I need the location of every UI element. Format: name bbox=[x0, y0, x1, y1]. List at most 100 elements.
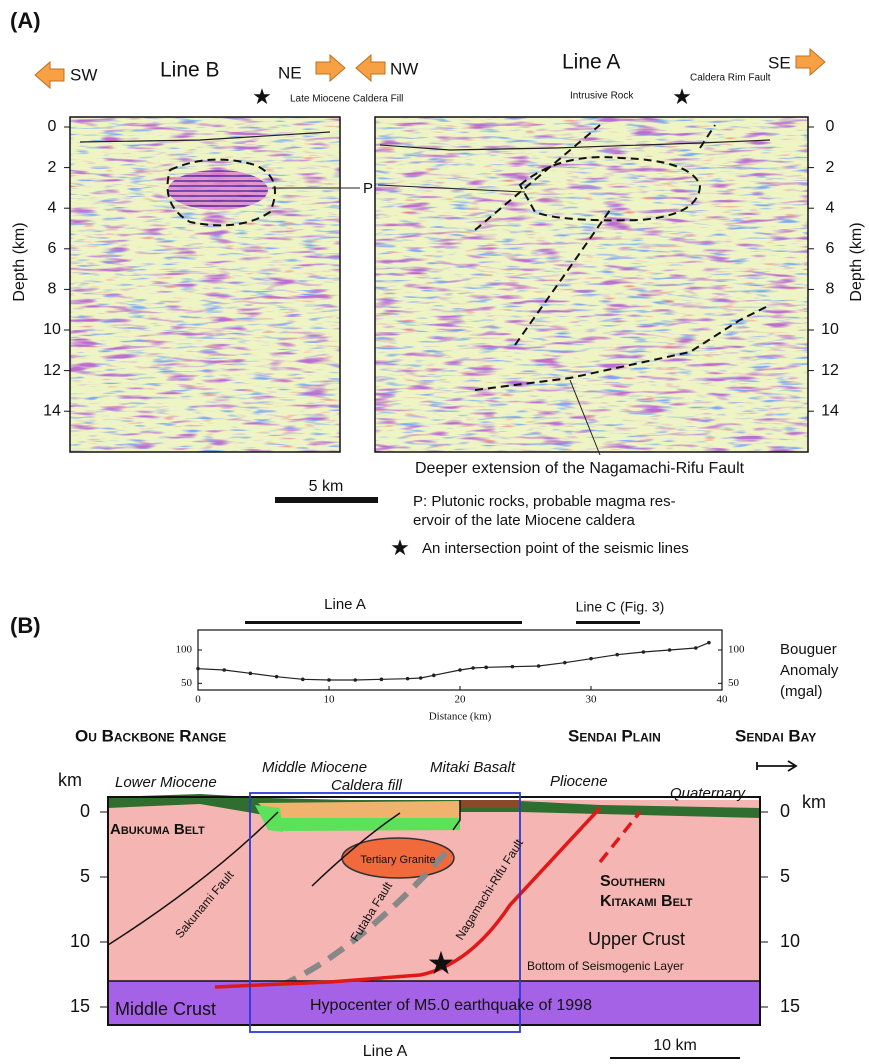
scale-label: 10 km bbox=[653, 1037, 697, 1054]
axis-unit: km bbox=[58, 770, 82, 790]
data-point bbox=[301, 677, 305, 682]
depth-tick-label: 6 bbox=[48, 240, 57, 257]
data-point bbox=[432, 673, 436, 678]
arrow bbox=[34, 60, 65, 90]
axis-unit: km bbox=[802, 792, 826, 812]
legend-text: An intersection point of the seismic lin… bbox=[422, 540, 689, 557]
direction-arrow bbox=[756, 760, 798, 772]
depth-tick-label: 12 bbox=[43, 362, 61, 379]
star: ★ bbox=[672, 84, 692, 109]
arrow bbox=[795, 47, 826, 77]
depth-tick-label: 10 bbox=[70, 931, 90, 951]
scale-bar bbox=[610, 1057, 740, 1059]
box-label: Line A bbox=[363, 1043, 408, 1060]
unit-label: Upper Crust bbox=[588, 929, 685, 949]
data-point bbox=[615, 652, 619, 657]
depth-tick-label: 0 bbox=[80, 801, 90, 821]
unit-label: Pliocene bbox=[550, 773, 608, 790]
depth-tick-label: 4 bbox=[826, 199, 835, 216]
data-point bbox=[471, 666, 475, 670]
arrow bbox=[315, 53, 346, 83]
star: ★ bbox=[429, 948, 452, 978]
profile-label: Line C (Fig. 3) bbox=[576, 599, 665, 615]
cross-section bbox=[107, 794, 761, 1026]
legend-text: P: Plutonic rocks, probable magma res- bbox=[413, 493, 676, 510]
line-title: Line A bbox=[562, 51, 620, 74]
axis-label: Depth (km) bbox=[848, 222, 865, 301]
data-point bbox=[418, 676, 423, 680]
y-tick-label: 50 bbox=[728, 677, 740, 689]
unit-label: Southern bbox=[600, 873, 665, 890]
depth-tick-label: 4 bbox=[48, 199, 57, 216]
plot-frame bbox=[197, 629, 723, 691]
arrow bbox=[355, 53, 386, 83]
fault bbox=[514, 209, 611, 346]
depth-tick-label: 2 bbox=[48, 159, 57, 176]
unit-label: Caldera fill bbox=[331, 777, 403, 794]
annotation: Intrusive Rock bbox=[570, 91, 634, 102]
data-point bbox=[379, 677, 384, 682]
x-tick-label: 0 bbox=[195, 694, 201, 706]
unit-label: Mitaki Basalt bbox=[430, 759, 516, 776]
profile-bar bbox=[576, 621, 640, 624]
depth-tick-label: 5 bbox=[780, 866, 790, 886]
x-tick-label: 30 bbox=[586, 694, 598, 706]
data-point bbox=[641, 650, 646, 654]
scale-bar bbox=[275, 497, 378, 503]
y-axis-label: (mgal) bbox=[780, 683, 823, 700]
depth-tick-label: 15 bbox=[780, 996, 800, 1016]
data-point bbox=[707, 640, 711, 645]
y-axis-label: Anomaly bbox=[780, 662, 839, 679]
profile-label: Line A bbox=[324, 596, 366, 613]
line-title: Line B bbox=[160, 59, 220, 82]
direction: NW bbox=[390, 59, 418, 78]
data-point bbox=[353, 678, 358, 682]
star: ★ bbox=[252, 84, 272, 109]
direction: SW bbox=[70, 65, 97, 84]
region-label: Sendai Bay bbox=[735, 726, 816, 745]
panel-label: (A) bbox=[10, 8, 41, 33]
axis-label: Depth (km) bbox=[11, 222, 28, 301]
x-tick-label: 10 bbox=[324, 694, 336, 706]
leader bbox=[272, 184, 526, 193]
legend-text: ervoir of the late Miocene caldera bbox=[413, 512, 635, 529]
data-point bbox=[458, 668, 462, 672]
depth-tick-label: 15 bbox=[70, 996, 90, 1016]
data-point bbox=[196, 666, 200, 671]
data-point bbox=[589, 656, 593, 661]
depth-tick-label: 12 bbox=[821, 362, 839, 379]
data-point bbox=[222, 668, 226, 672]
depth-tick-label: 2 bbox=[826, 159, 835, 176]
x-tick-label: 40 bbox=[717, 694, 729, 706]
depth-tick-label: 8 bbox=[826, 281, 835, 298]
annotation: Deeper extension of the Nagamachi-Rifu F… bbox=[415, 460, 745, 477]
depth-tick-label: 10 bbox=[780, 931, 800, 951]
scale-label: 5 km bbox=[309, 478, 344, 495]
star: ★ bbox=[390, 535, 410, 560]
region-label: Ou Backbone Range bbox=[75, 726, 226, 745]
annotation: Caldera Rim Fault bbox=[690, 73, 771, 84]
annotation: P bbox=[363, 180, 373, 197]
data-point bbox=[694, 646, 698, 650]
outline bbox=[166, 158, 276, 227]
region-label: Sendai Plain bbox=[568, 726, 661, 745]
data-point bbox=[327, 678, 331, 682]
annotation: Bottom of Seismogenic Layer bbox=[527, 959, 684, 973]
data-point bbox=[536, 664, 541, 668]
x-axis-label: Distance (km) bbox=[429, 711, 492, 723]
fault bbox=[474, 304, 771, 391]
leader bbox=[569, 379, 601, 456]
seismic-line-b bbox=[69, 116, 341, 453]
unit-label: Kitakami Belt bbox=[600, 893, 693, 910]
unit-label: Middle Crust bbox=[115, 999, 216, 1019]
depth-tick-label: 0 bbox=[48, 118, 57, 135]
depth-tick-label: 5 bbox=[80, 866, 90, 886]
direction: NE bbox=[278, 63, 302, 82]
depth-tick-label: 6 bbox=[826, 240, 835, 257]
unit-label: Tertiary Granite bbox=[360, 854, 435, 866]
direction: SE bbox=[768, 53, 791, 72]
data-point bbox=[274, 674, 279, 679]
depth-tick-label: 10 bbox=[43, 321, 61, 338]
panel-label: (B) bbox=[10, 613, 41, 638]
